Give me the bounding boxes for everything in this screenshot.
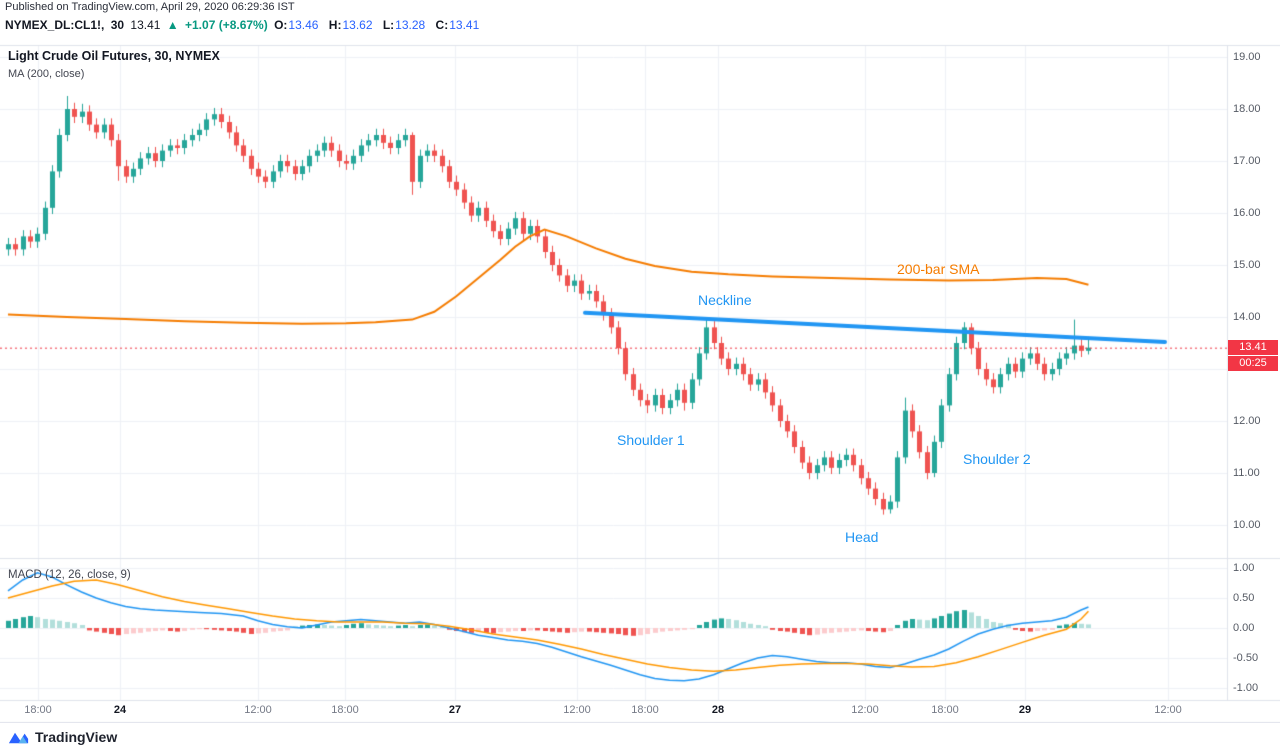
countdown-badge: 00:25 (1228, 356, 1278, 372)
annotation-sma[interactable]: 200-bar SMA (897, 261, 980, 277)
low-value: 13.28 (395, 18, 426, 32)
open-label: O: (274, 18, 288, 32)
price-tick-label: 11.00 (1233, 466, 1260, 479)
time-tick-label: 12:00 (244, 704, 272, 716)
annotation-neckline[interactable]: Neckline (698, 292, 752, 308)
ma-legend[interactable]: MA (200, close) (8, 68, 85, 80)
annotation-shoulder-2[interactable]: Shoulder 2 (963, 451, 1031, 467)
low-label: L: (382, 18, 395, 32)
time-tick-label: 18:00 (931, 704, 959, 716)
last-price-badge: 13.41 (1228, 340, 1278, 356)
time-tick-label: 18:00 (631, 704, 659, 716)
price-change: +1.07 (+8.67%) (185, 18, 268, 32)
published-bar: Published on TradingView.com, April 29, … (5, 1, 295, 13)
time-tick-label: 12:00 (1154, 704, 1182, 716)
time-tick-label: 24 (113, 704, 127, 716)
series-title[interactable]: Light Crude Oil Futures, 30, NYMEX (8, 49, 220, 63)
chart-canvas[interactable] (0, 37, 1280, 723)
last-price: 13.41 (130, 18, 161, 32)
time-tick-label: 27 (448, 704, 462, 716)
chart-region: Light Crude Oil Futures, 30, NYMEX MA (2… (0, 37, 1280, 723)
price-tick-label: 18.00 (1233, 102, 1261, 115)
change-arrow-icon: ▲ (166, 18, 179, 32)
price-tick-label: 19.00 (1233, 50, 1261, 63)
symbol-info-bar: NYMEX_DL:CL1!, 30 13.41 ▲ +1.07 (+8.67%)… (5, 18, 486, 32)
annotation-shoulder-1[interactable]: Shoulder 1 (617, 432, 685, 448)
macd-tick-label: 1.00 (1233, 561, 1255, 574)
annotation-head[interactable]: Head (845, 529, 879, 545)
macd-legend[interactable]: MACD (12, 26, close, 9) (8, 569, 131, 581)
time-tick-label: 18:00 (24, 704, 52, 716)
time-tick-label: 29 (1018, 704, 1032, 716)
open-value: 13.46 (288, 18, 319, 32)
macd-tick-label: -1.00 (1233, 681, 1259, 694)
symbol-name[interactable]: NYMEX_DL:CL1!, (5, 18, 105, 32)
high-value: 13.62 (342, 18, 373, 32)
price-tick-label: 17.00 (1233, 154, 1261, 167)
price-tick-label: 16.00 (1233, 206, 1261, 219)
price-tick-label: 10.00 (1233, 518, 1261, 531)
main-pane-legend: Light Crude Oil Futures, 30, NYMEX MA (2… (8, 49, 220, 80)
price-tick-label: 15.00 (1233, 258, 1261, 271)
time-tick-label: 18:00 (331, 704, 359, 716)
time-tick-label: 12:00 (851, 704, 879, 716)
price-tick-label: 14.00 (1233, 310, 1261, 323)
footer-brand[interactable]: TradingView (35, 729, 118, 745)
symbol-interval: 30 (110, 18, 125, 32)
macd-tick-label: 0.00 (1233, 621, 1255, 634)
macd-tick-label: -0.50 (1233, 651, 1259, 664)
close-value: 13.41 (449, 18, 480, 32)
time-tick-label: 12:00 (563, 704, 591, 716)
macd-tick-label: 0.50 (1233, 591, 1255, 604)
close-label: C: (435, 18, 449, 32)
time-tick-label: 28 (711, 704, 725, 716)
tradingview-logo-icon[interactable] (8, 729, 29, 746)
price-tick-label: 12.00 (1233, 414, 1261, 427)
footer: TradingView (8, 726, 117, 748)
high-label: H: (328, 18, 342, 32)
